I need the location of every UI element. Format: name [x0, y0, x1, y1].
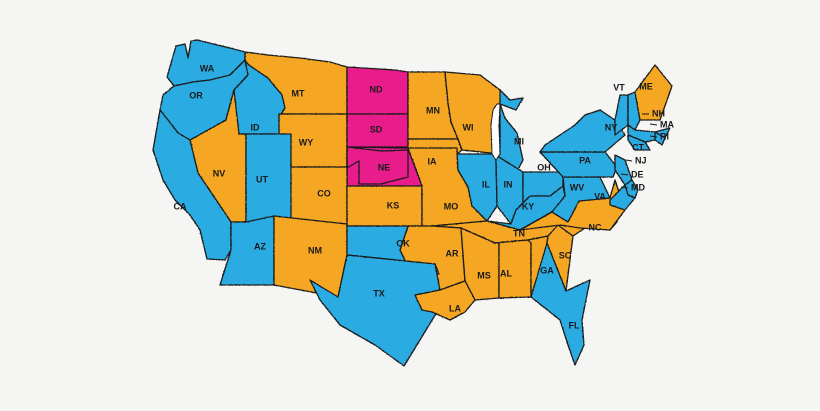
svg-text:DE: DE [631, 169, 644, 179]
svg-text:IL: IL [482, 179, 491, 189]
svg-text:NV: NV [213, 168, 226, 178]
svg-text:NH: NH [652, 108, 665, 118]
svg-text:NM: NM [308, 245, 322, 255]
svg-text:ID: ID [251, 122, 261, 132]
svg-text:SD: SD [370, 124, 383, 134]
svg-text:WY: WY [299, 137, 314, 147]
svg-text:MI: MI [514, 136, 524, 146]
svg-text:NY: NY [605, 122, 618, 132]
svg-text:NE: NE [378, 162, 391, 172]
svg-text:OH: OH [537, 162, 551, 172]
svg-text:MT: MT [292, 88, 305, 98]
svg-text:ME: ME [639, 81, 653, 91]
svg-text:AZ: AZ [254, 241, 266, 251]
svg-text:AL: AL [500, 268, 512, 278]
svg-text:CO: CO [317, 188, 331, 198]
svg-text:RI: RI [660, 131, 669, 141]
svg-text:CA: CA [174, 201, 187, 211]
svg-text:PA: PA [579, 155, 591, 165]
svg-text:MO: MO [444, 201, 459, 211]
svg-text:VA: VA [594, 191, 606, 201]
svg-text:VT: VT [613, 82, 625, 92]
svg-text:KS: KS [387, 200, 400, 210]
svg-text:MS: MS [477, 270, 491, 280]
svg-text:FL: FL [569, 320, 580, 330]
svg-text:UT: UT [256, 174, 268, 184]
svg-text:WI: WI [463, 122, 474, 132]
svg-text:LA: LA [449, 303, 461, 313]
svg-text:OK: OK [396, 238, 410, 248]
svg-text:ND: ND [370, 84, 383, 94]
svg-text:TN: TN [513, 228, 525, 238]
svg-text:CT: CT [632, 142, 644, 152]
svg-text:OR: OR [189, 90, 203, 100]
svg-text:IA: IA [428, 156, 438, 166]
svg-text:MA: MA [660, 119, 674, 129]
svg-text:TX: TX [373, 288, 385, 298]
svg-text:MN: MN [426, 105, 440, 115]
svg-text:GA: GA [540, 265, 554, 275]
svg-text:WV: WV [570, 182, 585, 192]
svg-text:MD: MD [631, 182, 645, 192]
svg-text:KY: KY [522, 201, 535, 211]
svg-text:NC: NC [589, 222, 602, 232]
svg-text:NJ: NJ [635, 155, 647, 165]
svg-text:WA: WA [200, 63, 215, 73]
svg-text:AR: AR [446, 248, 459, 258]
svg-text:IN: IN [504, 179, 513, 189]
svg-text:SC: SC [559, 250, 572, 260]
